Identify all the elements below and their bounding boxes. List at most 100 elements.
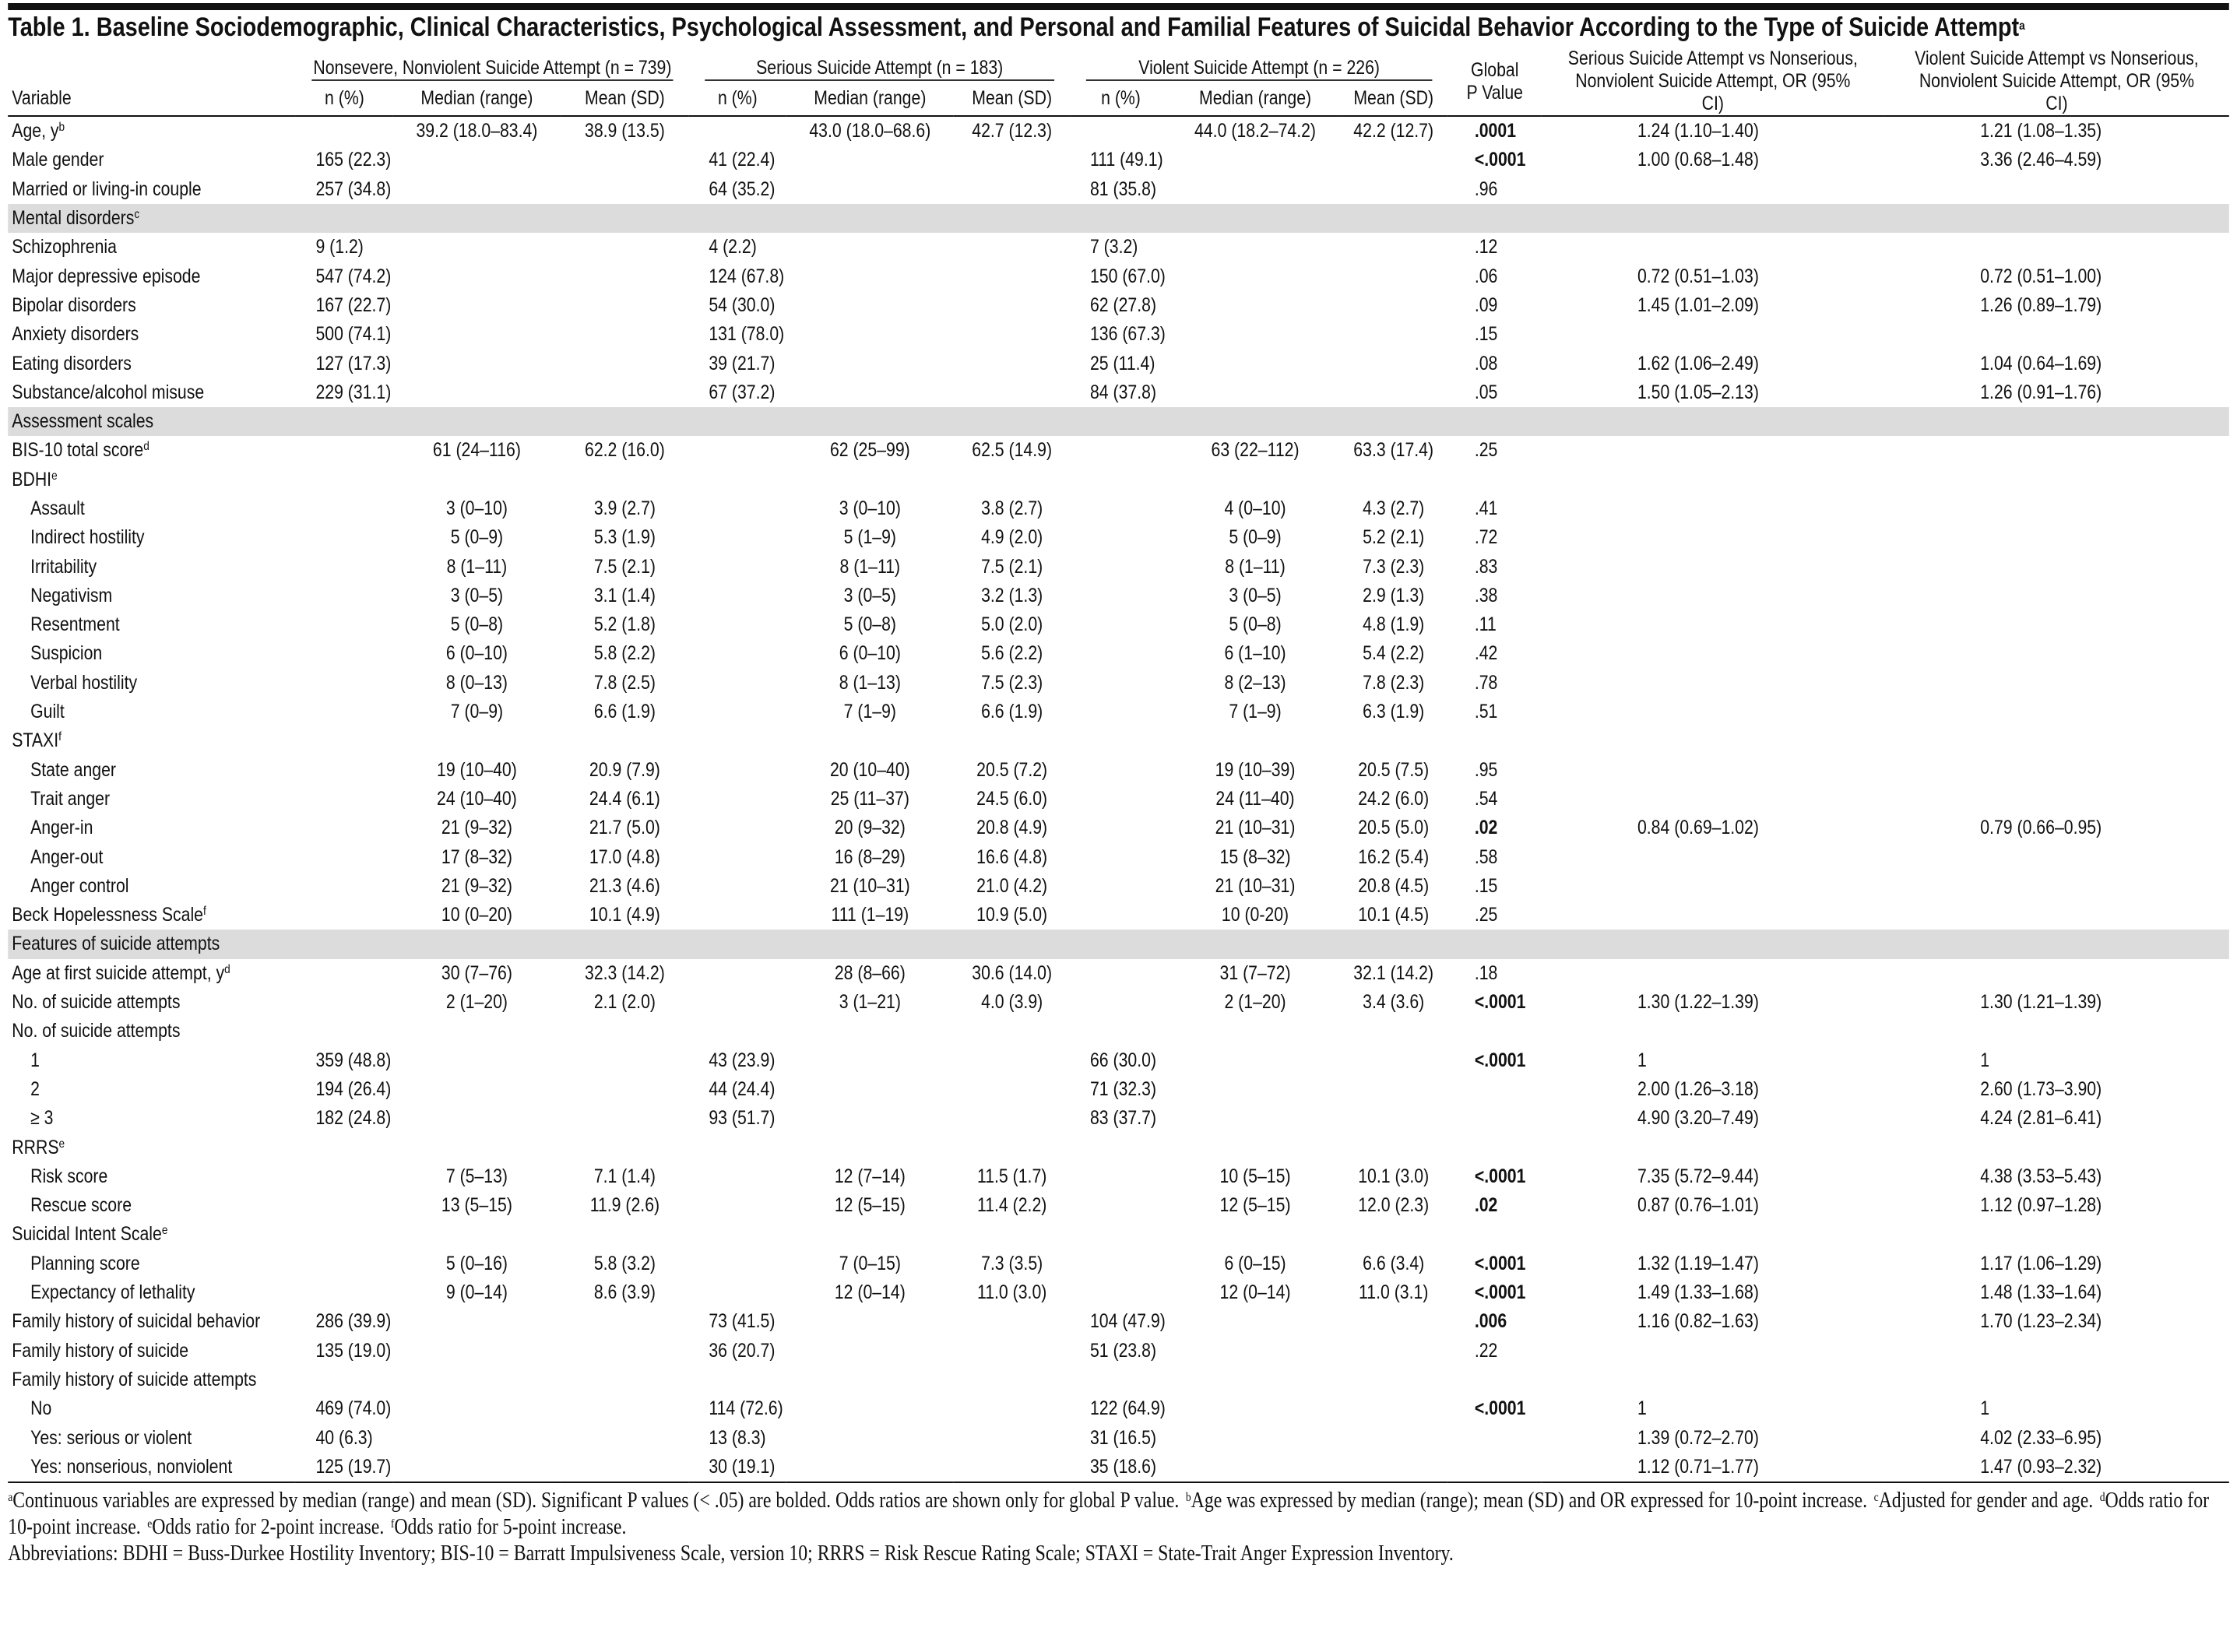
empty-cell (1542, 872, 1884, 901)
value-cell: 2.00 (1.26–3.18) (1637, 1077, 1759, 1100)
value-cell: 7.3 (2.3) (1363, 555, 1425, 578)
value-cell: 20.9 (7.9) (589, 758, 660, 781)
value-cell: 36 (20.7) (709, 1339, 776, 1362)
empty-cell (296, 872, 393, 901)
variable-cell: 1 (8, 1046, 296, 1075)
variable-cell: Age at first suicide attempt, yd (8, 959, 296, 988)
variable-cell: Age, yb (8, 116, 296, 146)
or-header: Violent Suicide Attempt vs Nonserious, N… (1884, 47, 2229, 117)
empty-cell (689, 872, 786, 901)
empty-cell (296, 901, 393, 930)
empty-cell (1172, 320, 1339, 349)
variable-note: f (58, 730, 62, 744)
variable-label: Family history of suicide attempts (12, 1368, 257, 1390)
empty-cell (296, 610, 393, 639)
empty-cell (954, 1307, 1071, 1336)
value-cell: 4 (2.2) (709, 236, 757, 258)
value-cell: 7 (1–9) (843, 701, 897, 723)
value-cell: 12 (7–14) (834, 1165, 906, 1187)
value-cell: 84 (37.8) (1089, 381, 1157, 403)
variable-cell: No (8, 1394, 296, 1423)
variable-header: Variable (8, 81, 296, 117)
value-cell: 111 (1–19) (831, 904, 909, 926)
empty-cell (296, 1191, 393, 1220)
footnote-mark: d (2099, 1490, 2105, 1504)
value-cell: 0.87 (0.76–1.01) (1637, 1194, 1759, 1217)
value-cell: 20.5 (7.2) (976, 758, 1048, 781)
value-cell: 1.45 (1.01–2.09) (1637, 293, 1759, 316)
empty-cell (1542, 523, 1884, 552)
variable-cell: Indirect hostility (8, 523, 296, 552)
p-header: Global P Value (1447, 47, 1542, 117)
variable-label: Irritability (30, 555, 97, 578)
value-cell: 1.00 (0.68–1.48) (1637, 149, 1759, 171)
value-cell: 39.2 (18.0–83.4) (416, 120, 538, 142)
value-cell: 20.8 (4.9) (976, 817, 1048, 839)
data-row: Age, yb 39.2 (18.0–83.4) 38.9 (13.5) 43.0 (… (8, 116, 2229, 146)
variable-cell: RRRSe (8, 1133, 2229, 1162)
value-cell: 229 (31.1) (315, 381, 392, 403)
value-cell: 25 (11.4) (1089, 352, 1155, 374)
empty-cell (786, 349, 954, 378)
variable-note: d (143, 440, 149, 454)
variable-label: No. of suicide attempts (12, 1020, 181, 1042)
p-value: .02 (1474, 817, 1498, 839)
value-cell: 44.0 (18.2–74.2) (1194, 120, 1317, 142)
variable-cell: Substance/alcohol misuse (8, 378, 296, 407)
empty-cell (1542, 959, 1884, 988)
value-cell: 38.9 (13.5) (585, 120, 665, 142)
empty-cell (1339, 262, 1448, 290)
value-cell: 66 (30.0) (1089, 1049, 1157, 1071)
value-cell: 9 (1.2) (315, 236, 364, 258)
value-cell: 2.9 (1.3) (1363, 584, 1425, 606)
value-cell: 4.3 (2.7) (1363, 497, 1425, 519)
empty-cell (1542, 1336, 1884, 1365)
empty-cell (296, 698, 393, 726)
value-cell: 7.5 (2.1) (981, 555, 1043, 578)
data-row: Age at first suicide attempt, yd 30 (7–76… (8, 959, 2229, 988)
empty-cell (1339, 378, 1448, 407)
value-cell: 7 (0–9) (450, 701, 504, 723)
empty-cell (561, 1336, 689, 1365)
value-cell: 21 (10–31) (1215, 874, 1296, 897)
variable-label: Expectancy of lethality (30, 1281, 195, 1304)
value-cell: 1.24 (1.10–1.40) (1637, 120, 1759, 142)
empty-cell (1070, 1278, 1171, 1307)
value-cell: 13 (8.3) (709, 1426, 766, 1449)
variable-label: Resentment (30, 613, 120, 636)
empty-cell (1542, 320, 1884, 349)
empty-cell (296, 552, 393, 581)
value-cell: 93 (51.7) (709, 1107, 776, 1130)
variable-note: d (224, 962, 230, 976)
value-cell: 3.2 (1.3) (981, 584, 1043, 606)
value-cell: 73 (41.5) (709, 1310, 776, 1333)
empty-cell (954, 378, 1071, 407)
column-header: Median (range) (786, 81, 954, 117)
value-cell: 16.6 (4.8) (976, 845, 1048, 868)
value-cell: 547 (74.2) (315, 265, 392, 287)
data-row: Trait anger 24 (10–40) 24.4 (6.1) 25 (11–37… (8, 785, 2229, 814)
variable-cell: Bipolar disorders (8, 291, 296, 320)
empty-cell (954, 349, 1071, 378)
variable-cell: Yes: nonserious, nonviolent (8, 1452, 296, 1483)
variable-cell: Suicidal Intent Scalee (8, 1220, 2229, 1249)
variable-cell: Beck Hopelessness Scalef (8, 901, 296, 930)
value-cell: 3.36 (2.46–4.59) (1980, 149, 2102, 171)
variable-label: Eating disorders (12, 352, 132, 374)
value-cell: 5.2 (1.8) (593, 613, 656, 636)
value-cell: 30 (7–76) (441, 961, 512, 984)
variable-label: Suspicion (30, 642, 103, 665)
empty-cell (689, 1250, 786, 1278)
empty-cell (689, 582, 786, 610)
p-value: .51 (1474, 701, 1498, 723)
empty-cell (296, 116, 393, 146)
p-value: .006 (1474, 1310, 1507, 1333)
value-cell: 3 (1–21) (839, 991, 901, 1014)
empty-cell (1172, 233, 1339, 262)
data-row: Anger-in 21 (9–32) 21.7 (5.0) 20 (9–32) 20.8… (8, 814, 2229, 842)
header-row: Nonsevere, Nonviolent Suicide Attempt (n… (8, 47, 2229, 117)
value-cell: 13 (5–15) (441, 1194, 512, 1217)
empty-cell (1542, 494, 1884, 523)
p-value: .38 (1474, 584, 1498, 606)
value-cell: 10 (0–20) (441, 904, 512, 926)
